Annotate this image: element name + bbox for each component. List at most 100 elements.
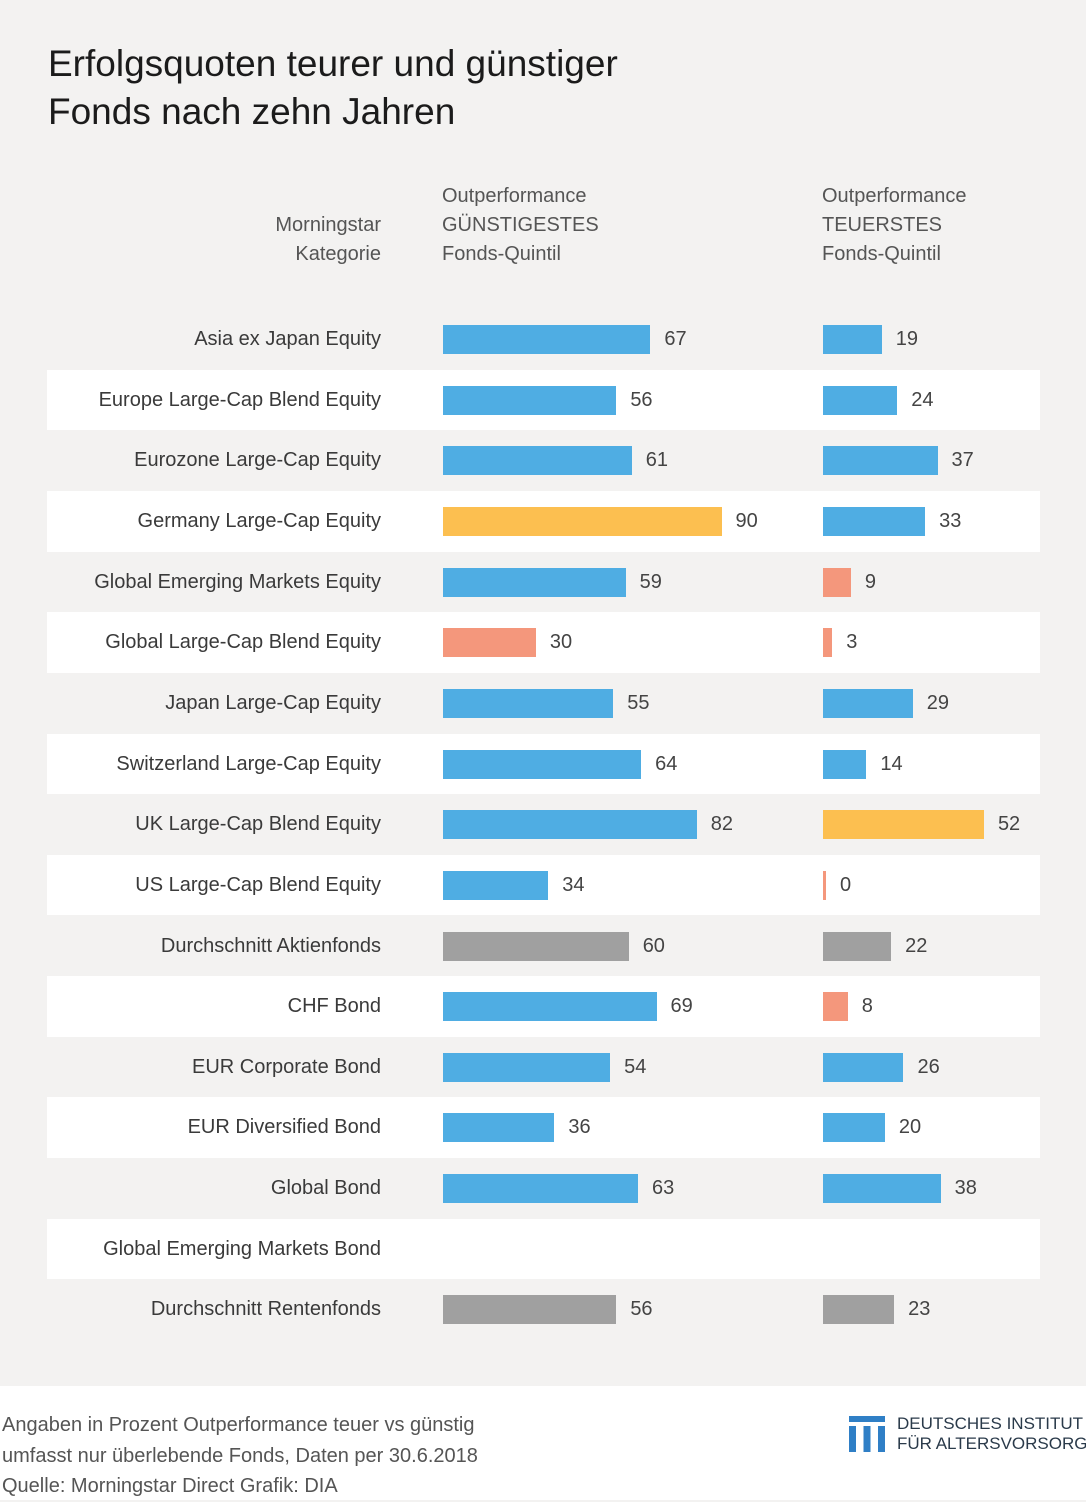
cheapest-column-header: Outperformance GÜNSTIGESTES Fonds-Quinti… (442, 182, 599, 269)
category-label: Global Large-Cap Blend Equity (105, 631, 381, 654)
cheapest-quintile-bar (443, 992, 657, 1022)
category-label: Europe Large-Cap Blend Equity (98, 388, 381, 411)
chart-row: UK Large-Cap Blend Equity 82 52 (47, 794, 1040, 855)
logo-text-line-2: FÜR ALTERSVORSORGE (897, 1434, 1086, 1453)
chart-title-line-2: Fonds nach zehn Jahren (48, 91, 456, 132)
cheapest-value-label: 67 (664, 328, 687, 350)
chart-row: EUR Diversified Bond 36 20 (47, 1097, 1040, 1159)
category-label: EUR Corporate Bond (192, 1055, 381, 1078)
cheapest-value-label: 34 (562, 873, 585, 896)
cheapest-value-label: 82 (710, 813, 734, 836)
chart-title: Erfolgsquoten teurer und günstiger Fonds… (48, 40, 618, 136)
cheapest-value-label: 59 (639, 570, 662, 593)
expensive-value-label: 29 (926, 691, 949, 714)
expensive-value-label: 3 (846, 631, 858, 654)
expensive-header-line-1: Outperformance (822, 185, 967, 207)
chart-row: Germany Large-Cap Equity 90 33 (47, 490, 1040, 552)
expensive-value-label: 52 (997, 813, 1021, 836)
cheapest-header-line-2: GÜNSTIGESTES (442, 214, 599, 236)
cheapest-quintile-bar (443, 870, 549, 900)
expensive-value-label: 37 (951, 449, 974, 472)
cheapest-value-label: 36 (568, 1116, 591, 1139)
category-label: Switzerland Large-Cap Equity (116, 752, 381, 775)
dia-logo-text: DEUTSCHES INSTITUT FÜR ALTERSVORSORGE (897, 1414, 1086, 1454)
chart-row: Eurozone Large-Cap Equity 61 37 (47, 430, 1040, 491)
expensive-value-label: 22 (905, 934, 928, 957)
chart-row: Durchschnitt Rentenfonds 56 23 (47, 1279, 1040, 1341)
cheapest-value-label: 64 (655, 752, 678, 775)
footer-note-2: umfasst nur überlebende Fonds, Daten per… (2, 1444, 478, 1467)
expensive-value-label: 26 (917, 1055, 940, 1078)
cheapest-header-line-1: Outperformance (442, 185, 587, 207)
expensive-value-label: 8 (861, 995, 873, 1018)
cheapest-value-label: 54 (624, 1055, 647, 1078)
expensive-value-label: 23 (908, 1298, 931, 1321)
expensive-value-label: 33 (939, 509, 962, 532)
expensive-value-label: 20 (898, 1116, 922, 1139)
cheapest-quintile-bar (443, 325, 651, 354)
category-header-line-2: Kategorie (295, 243, 381, 265)
chart-row: US Large-Cap Blend Equity 34 0 (47, 854, 1040, 916)
chart-row: Global Large-Cap Blend Equity 30 3 (47, 612, 1040, 673)
cheapest-value-label: 56 (630, 1298, 653, 1321)
category-label: US Large-Cap Blend Equity (135, 873, 381, 896)
cheapest-quintile-bar (443, 688, 614, 718)
cheapest-quintile-bar (443, 810, 697, 840)
cheapest-value-label: 56 (630, 388, 653, 411)
category-label: Global Emerging Markets Equity (94, 570, 381, 593)
expensive-quintile-bar (823, 810, 984, 840)
expensive-value-label: 38 (954, 1177, 977, 1200)
expensive-quintile-bar (823, 1113, 885, 1143)
category-label: EUR Diversified Bond (187, 1116, 381, 1139)
expensive-quintile-bar (823, 1295, 895, 1325)
category-label: Global Bond (270, 1177, 381, 1200)
cheapest-quintile-bar (443, 628, 536, 658)
cheapest-value-label: 63 (651, 1177, 675, 1200)
expensive-header-line-3: Fonds-Quintil (822, 243, 941, 265)
cheapest-header-line-3: Fonds-Quintil (442, 243, 561, 265)
expensive-quintile-bar (823, 325, 882, 354)
expensive-quintile-bar (823, 446, 938, 476)
chart-row: CHF Bond 69 8 (47, 976, 1040, 1037)
footer-note-1: Angaben in Prozent Outperformance teuer … (2, 1414, 475, 1436)
expensive-quintile-bar (823, 931, 892, 961)
cheapest-value-label: 69 (670, 995, 693, 1018)
cheapest-quintile-bar (443, 1295, 617, 1325)
category-label: Japan Large-Cap Equity (165, 691, 381, 714)
expensive-quintile-bar (823, 385, 898, 415)
cheapest-quintile-bar (443, 1174, 638, 1204)
expensive-header-line-2: TEUERSTES (822, 214, 943, 236)
category-label: Durchschnitt Rentenfonds (150, 1298, 381, 1321)
cheapest-quintile-bar (443, 1113, 555, 1143)
chart-row: Global Bond 63 38 (47, 1158, 1040, 1219)
expensive-value-label: 0 (840, 873, 852, 896)
expensive-quintile-bar (823, 1052, 904, 1082)
category-column-header: Morningstar Kategorie (275, 211, 381, 269)
expensive-quintile-bar (823, 1174, 941, 1204)
cheapest-value-label: 30 (549, 631, 573, 654)
cheapest-quintile-bar (443, 931, 629, 961)
dia-logo-icon (849, 1416, 885, 1452)
expensive-quintile-bar (823, 506, 926, 536)
cheapest-value-label: 55 (627, 691, 650, 714)
chart-row: Switzerland Large-Cap Equity 64 14 (47, 733, 1040, 795)
chart-row: EUR Corporate Bond 54 26 (47, 1036, 1040, 1098)
cheapest-value-label: 90 (735, 509, 758, 532)
category-label: Eurozone Large-Cap Equity (134, 449, 381, 472)
chart-row: Japan Large-Cap Equity 55 29 (47, 672, 1040, 734)
dia-logo: DEUTSCHES INSTITUT FÜR ALTERSVORSORGE (849, 1414, 1086, 1460)
category-header-line-1: Morningstar (275, 214, 381, 236)
footer-notes: Angaben in Prozent Outperformance teuer … (2, 1410, 478, 1502)
chart-row: Europe Large-Cap Blend Equity 56 24 (47, 369, 1040, 431)
cheapest-value-label: 61 (645, 449, 669, 472)
cheapest-quintile-bar (443, 1052, 611, 1082)
category-label: Germany Large-Cap Equity (137, 509, 381, 532)
expensive-quintile-bar (823, 870, 826, 900)
footer: Angaben in Prozent Outperformance teuer … (0, 1386, 1086, 1500)
expensive-quintile-bar (823, 688, 913, 718)
category-label: Durchschnitt Aktienfonds (160, 934, 381, 957)
cheapest-quintile-bar (443, 385, 617, 415)
expensive-value-label: 19 (895, 328, 919, 350)
category-label: Asia ex Japan Equity (194, 328, 381, 350)
expensive-quintile-bar (823, 567, 851, 597)
